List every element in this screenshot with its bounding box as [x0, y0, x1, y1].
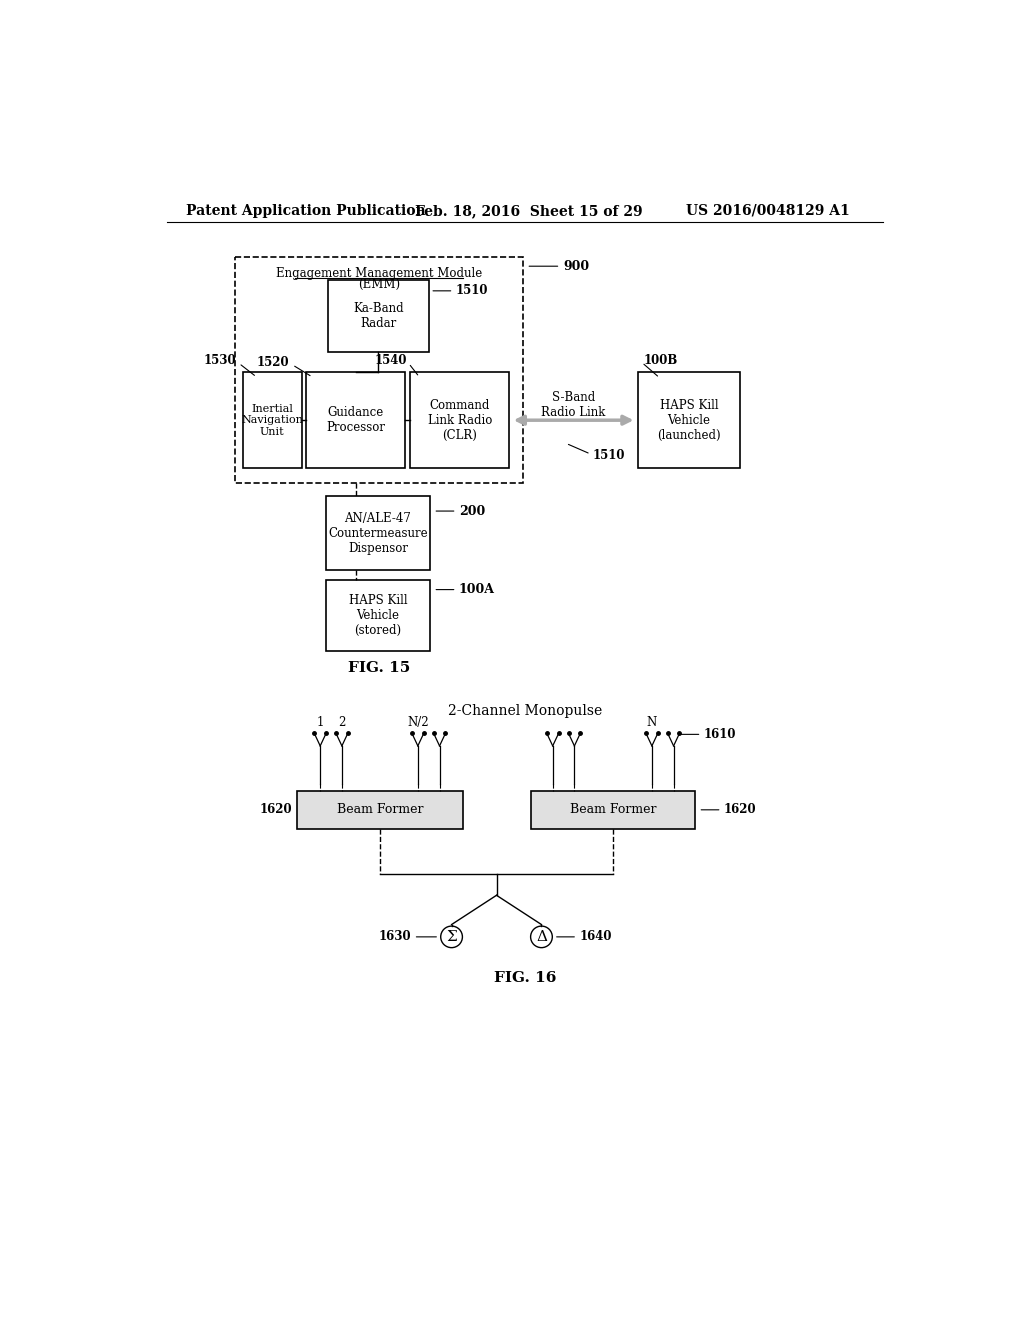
FancyBboxPatch shape: [638, 372, 740, 469]
Text: 1510: 1510: [593, 449, 626, 462]
FancyBboxPatch shape: [328, 280, 429, 352]
Text: 100B: 100B: [643, 354, 678, 367]
Text: 1620: 1620: [260, 804, 292, 816]
Text: FIG. 15: FIG. 15: [348, 661, 411, 675]
FancyBboxPatch shape: [531, 791, 695, 829]
Text: 1640: 1640: [580, 931, 612, 944]
Text: N/2: N/2: [407, 717, 429, 730]
FancyBboxPatch shape: [297, 791, 463, 829]
Text: HAPS Kill
Vehicle
(stored): HAPS Kill Vehicle (stored): [348, 594, 408, 638]
Text: US 2016/0048129 A1: US 2016/0048129 A1: [686, 203, 850, 218]
Text: Command
Link Radio
(CLR): Command Link Radio (CLR): [427, 399, 492, 442]
Text: 1620: 1620: [724, 804, 757, 816]
Text: (EMM): (EMM): [358, 279, 400, 292]
Text: Ka-Band
Radar: Ka-Band Radar: [353, 302, 403, 330]
Text: S-Band
Radio Link: S-Band Radio Link: [542, 391, 606, 418]
Text: HAPS Kill
Vehicle
(launched): HAPS Kill Vehicle (launched): [657, 399, 721, 442]
Text: 2-Channel Monopulse: 2-Channel Monopulse: [447, 705, 602, 718]
Text: 1: 1: [316, 717, 324, 730]
Text: Feb. 18, 2016  Sheet 15 of 29: Feb. 18, 2016 Sheet 15 of 29: [415, 203, 642, 218]
Text: 1630: 1630: [379, 931, 412, 944]
FancyBboxPatch shape: [326, 496, 430, 570]
Text: 1530: 1530: [204, 354, 237, 367]
Text: Patent Application Publication: Patent Application Publication: [186, 203, 426, 218]
Text: Beam Former: Beam Former: [570, 804, 656, 816]
Text: 1610: 1610: [703, 727, 736, 741]
Text: 100A: 100A: [459, 583, 495, 597]
Text: N: N: [647, 717, 657, 730]
Text: Δ: Δ: [536, 929, 547, 944]
Text: 1510: 1510: [456, 284, 488, 297]
Text: 900: 900: [563, 260, 590, 273]
Text: FIG. 16: FIG. 16: [494, 972, 556, 986]
Text: AN/ALE-47
Countermeasure
Dispensor: AN/ALE-47 Countermeasure Dispensor: [328, 512, 428, 554]
FancyBboxPatch shape: [410, 372, 509, 469]
FancyBboxPatch shape: [306, 372, 406, 469]
Text: 1520: 1520: [257, 356, 289, 370]
FancyArrowPatch shape: [517, 416, 630, 424]
Text: Engagement Management Module: Engagement Management Module: [276, 268, 482, 280]
Text: Beam Former: Beam Former: [337, 804, 423, 816]
FancyBboxPatch shape: [243, 372, 302, 469]
Text: 1540: 1540: [375, 354, 407, 367]
Text: 200: 200: [459, 504, 485, 517]
FancyBboxPatch shape: [326, 581, 430, 651]
Text: Guidance
Processor: Guidance Processor: [327, 407, 385, 434]
Text: Σ: Σ: [446, 929, 457, 944]
Text: Inertial
Navigation
Unit: Inertial Navigation Unit: [242, 404, 303, 437]
Text: 2: 2: [338, 717, 345, 730]
